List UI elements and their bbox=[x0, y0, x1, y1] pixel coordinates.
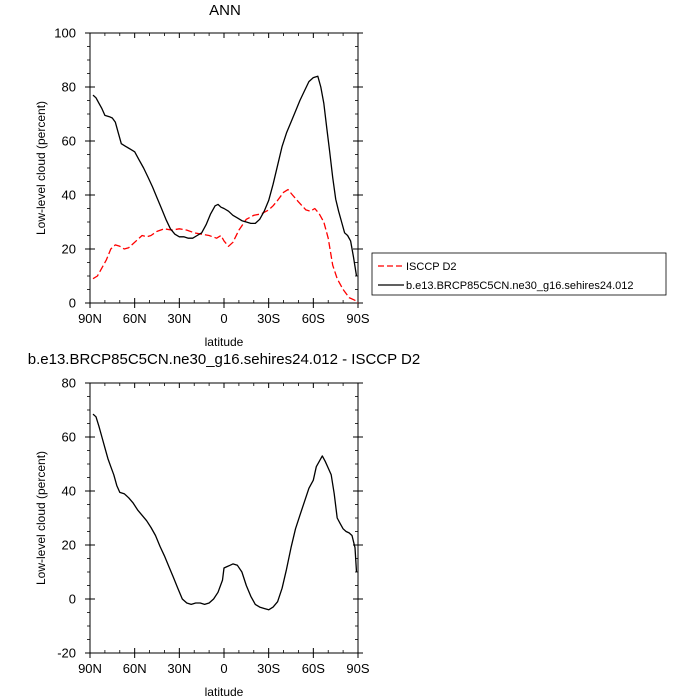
bottom-x-tick-label: 30S bbox=[257, 661, 280, 676]
bottom-y-tick-label: -20 bbox=[57, 646, 76, 661]
bottom-x-tick-label: 60N bbox=[123, 661, 147, 676]
bottom-y-tick-label: 80 bbox=[62, 376, 76, 391]
top-y-tick-label: 80 bbox=[62, 80, 76, 95]
bottom-y-tick-label: 40 bbox=[62, 484, 76, 499]
bottom-plot-frame bbox=[89, 382, 359, 654]
top-x-tick-label: 60N bbox=[123, 311, 147, 326]
bottom-x-tick-label: 90S bbox=[346, 661, 369, 676]
top-x-tick-label: 30N bbox=[167, 311, 191, 326]
top-panel: ANN 90N 60N 30N 0 30S 60S 90S 0 20 40 60 80 100 lati… bbox=[34, 2, 370, 349]
top-y-tick-label: 60 bbox=[62, 134, 76, 149]
top-series-line-b-e13-brcp85c5cn-ne30-g16-sehires24-012 bbox=[92, 75, 358, 277]
top-plot-frame bbox=[89, 32, 359, 304]
legend: ISCCP D2 b.e13.BRCP85C5CN.ne30_g16.sehir… bbox=[371, 252, 667, 296]
top-y-axis-label: Low-level cloud (percent) bbox=[34, 101, 48, 235]
bottom-plot-title: b.e13.BRCP85C5CN.ne30_g16.sehires24.012 … bbox=[28, 351, 420, 368]
bottom-series-line-difference bbox=[92, 413, 358, 611]
top-x-tick-label: 0 bbox=[220, 311, 227, 326]
top-x-tick-label: 30S bbox=[257, 311, 280, 326]
top-x-tick-label: 60S bbox=[302, 311, 325, 326]
legend-entry-model: b.e13.BRCP85C5CN.ne30_g16.sehires24.012 bbox=[406, 280, 634, 292]
top-y-tick-label: 20 bbox=[62, 242, 76, 257]
bottom-x-tick-label: 0 bbox=[220, 661, 227, 676]
top-y-tick-label: 0 bbox=[69, 296, 76, 311]
bottom-y-tick-label: 60 bbox=[62, 430, 76, 445]
bottom-x-tick-label: 30N bbox=[167, 661, 191, 676]
top-y-tick-label: 100 bbox=[54, 26, 76, 41]
top-y-tick-label: 40 bbox=[62, 188, 76, 203]
top-x-axis-label: latitude bbox=[205, 335, 244, 349]
bottom-x-axis-label: latitude bbox=[205, 685, 244, 699]
bottom-y-tick-label: 20 bbox=[62, 538, 76, 553]
bottom-y-axis-label: Low-level cloud (percent) bbox=[34, 451, 48, 585]
top-series-line-isccp-d2 bbox=[92, 188, 359, 304]
bottom-panel: b.e13.BRCP85C5CN.ne30_g16.sehires24.012 … bbox=[28, 351, 420, 699]
top-plot-title: ANN bbox=[209, 2, 241, 19]
top-x-tick-label: 90N bbox=[78, 311, 102, 326]
bottom-x-tick-label: 90N bbox=[78, 661, 102, 676]
bottom-x-tick-label: 60S bbox=[302, 661, 325, 676]
bottom-y-tick-label: 0 bbox=[69, 592, 76, 607]
legend-box bbox=[371, 252, 667, 296]
top-x-tick-label: 90S bbox=[346, 311, 369, 326]
legend-entry-isccp: ISCCP D2 bbox=[406, 261, 457, 273]
